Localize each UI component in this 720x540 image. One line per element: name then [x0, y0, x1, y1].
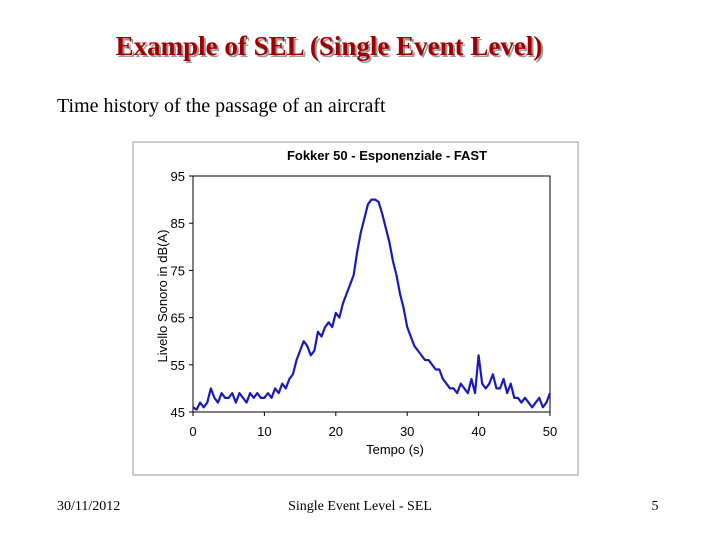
y-tick-label: 55 — [171, 358, 185, 373]
x-axis-label: Tempo (s) — [366, 442, 424, 457]
y-axis-label: Livello Sonoro in dB(A) — [155, 230, 170, 363]
subtitle: Time history of the passage of an aircra… — [57, 95, 386, 117]
footer-date: 30/11/2012 — [57, 499, 120, 514]
plot: 45 55 65 75 85 95 0 10 20 30 40 50 — [171, 169, 558, 439]
x-tick-label: 50 — [543, 424, 557, 439]
y-tick-label: 45 — [171, 405, 185, 420]
y-tick-label: 85 — [171, 216, 185, 231]
x-tick-label: 10 — [257, 424, 271, 439]
slide-title: Example of SEL (Single Event Level) — [116, 31, 543, 61]
footer-page: 5 — [652, 499, 659, 514]
footer-center: Single Event Level - SEL — [288, 499, 432, 514]
x-tick-label: 0 — [189, 424, 196, 439]
x-tick-label: 20 — [329, 424, 343, 439]
x-tick-label: 30 — [400, 424, 414, 439]
slide-title-shadow: Example of SEL (Single Event Level) — [118, 33, 545, 63]
chart-title: Fokker 50 - Esponenziale - FAST — [287, 148, 487, 163]
y-tick-label: 95 — [171, 169, 185, 184]
plot-area — [192, 175, 551, 413]
chart-frame — [132, 141, 579, 476]
y-tick-label: 65 — [171, 311, 185, 326]
data-line — [192, 198, 552, 411]
y-tick-label: 75 — [171, 263, 185, 278]
x-tick-label: 40 — [471, 424, 485, 439]
